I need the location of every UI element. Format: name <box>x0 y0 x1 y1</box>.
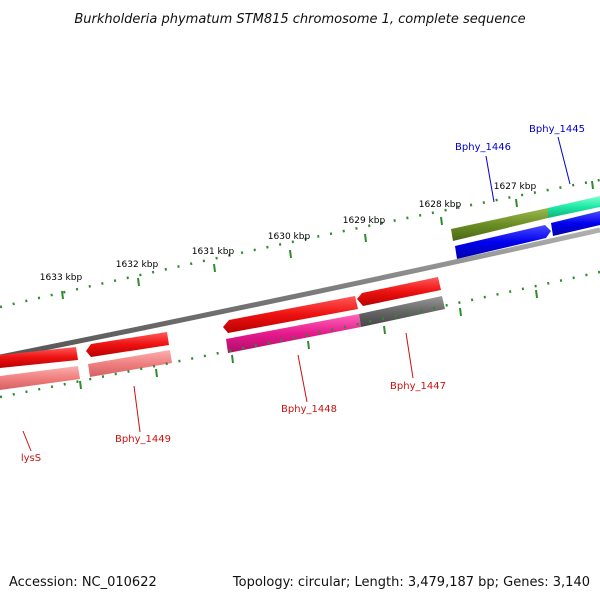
cds-bphy-1445[interactable] <box>551 211 600 236</box>
cds-lyss[interactable] <box>0 347 78 368</box>
major-tick-1630 <box>289 249 292 259</box>
leader-bphy-1445 <box>557 136 571 185</box>
cds-bphy-1447[interactable] <box>357 277 441 306</box>
tick-label: 1630 kbp <box>268 232 311 242</box>
gene-label-bphy-1448[interactable]: Bphy_1448 <box>281 404 337 415</box>
tick-label: 1629 kbp <box>343 216 386 226</box>
leader-bphy-1448 <box>297 354 308 403</box>
tick-label: 1631 kbp <box>192 247 235 257</box>
cds-bphy-1446[interactable] <box>455 225 551 259</box>
tick-labels: 1633 kbp 1632 kbp 1631 kbp 1630 kbp 1629… <box>40 182 537 283</box>
feature-teal-bphy-1445[interactable] <box>548 196 600 218</box>
major-tick-1627 <box>515 198 518 208</box>
major-tick-1629 <box>364 233 367 243</box>
major-tick-1628 <box>440 216 443 226</box>
reverse-strand-track <box>0 277 441 368</box>
inner-tick-ring <box>0 270 600 399</box>
inner-major-tick <box>459 307 462 317</box>
feature-gray-bphy-1447[interactable] <box>359 296 445 327</box>
tick-label: 1628 kbp <box>419 200 462 210</box>
feature-magenta-bphy-1448[interactable] <box>226 314 361 353</box>
tick-label: 1627 kbp <box>494 182 537 192</box>
gene-label-bphy-1445[interactable]: Bphy_1445 <box>529 124 585 135</box>
leader-bphy-1447 <box>405 332 414 379</box>
feature-pink-bphy-1449[interactable] <box>88 350 172 377</box>
gene-label-bphy-1449[interactable]: Bphy_1449 <box>115 434 171 445</box>
outer-tick-ring <box>0 178 600 309</box>
reverse-feature-track <box>0 296 445 390</box>
cds-bphy-1448[interactable] <box>223 296 358 333</box>
feature-olive-bphy-1446[interactable] <box>451 208 548 241</box>
leader-bphy-1449 <box>133 385 141 433</box>
gene-label-bphy-1447[interactable]: Bphy_1447 <box>390 381 446 392</box>
label-leaders <box>22 136 571 452</box>
gene-labels: lysS Bphy_1449 Bphy_1448 Bphy_1447 Bphy_… <box>21 124 585 464</box>
forward-strand-track <box>451 196 600 259</box>
major-tick-1632 <box>137 277 140 287</box>
gene-label-bphy-1446[interactable]: Bphy_1446 <box>455 142 511 153</box>
inner-major-tick <box>535 289 538 299</box>
feature-pink-lyss[interactable] <box>0 366 80 390</box>
cds-bphy-1449[interactable] <box>86 332 169 357</box>
leader-lyss <box>22 430 32 452</box>
gene-label-lyss[interactable]: lysS <box>21 453 41 464</box>
major-tick-edge <box>591 180 594 190</box>
summary-text: Topology: circular; Length: 3,479,187 bp… <box>232 575 590 590</box>
major-tick-1633 <box>61 290 64 300</box>
inner-major-tick <box>383 325 386 335</box>
map-title: Burkholderia phymatum STM815 chromosome … <box>74 12 525 27</box>
genome-backbone <box>0 227 600 360</box>
leader-bphy-1446 <box>485 155 495 203</box>
inner-major-tick <box>155 368 158 378</box>
accession-text: Accession: NC_010622 <box>9 575 157 590</box>
major-tick-1631 <box>213 263 216 273</box>
inner-major-tick <box>307 340 310 350</box>
tick-label: 1633 kbp <box>40 273 83 283</box>
inner-major-tick <box>79 380 82 390</box>
inner-major-tick <box>231 354 234 364</box>
tick-label: 1632 kbp <box>116 260 159 270</box>
